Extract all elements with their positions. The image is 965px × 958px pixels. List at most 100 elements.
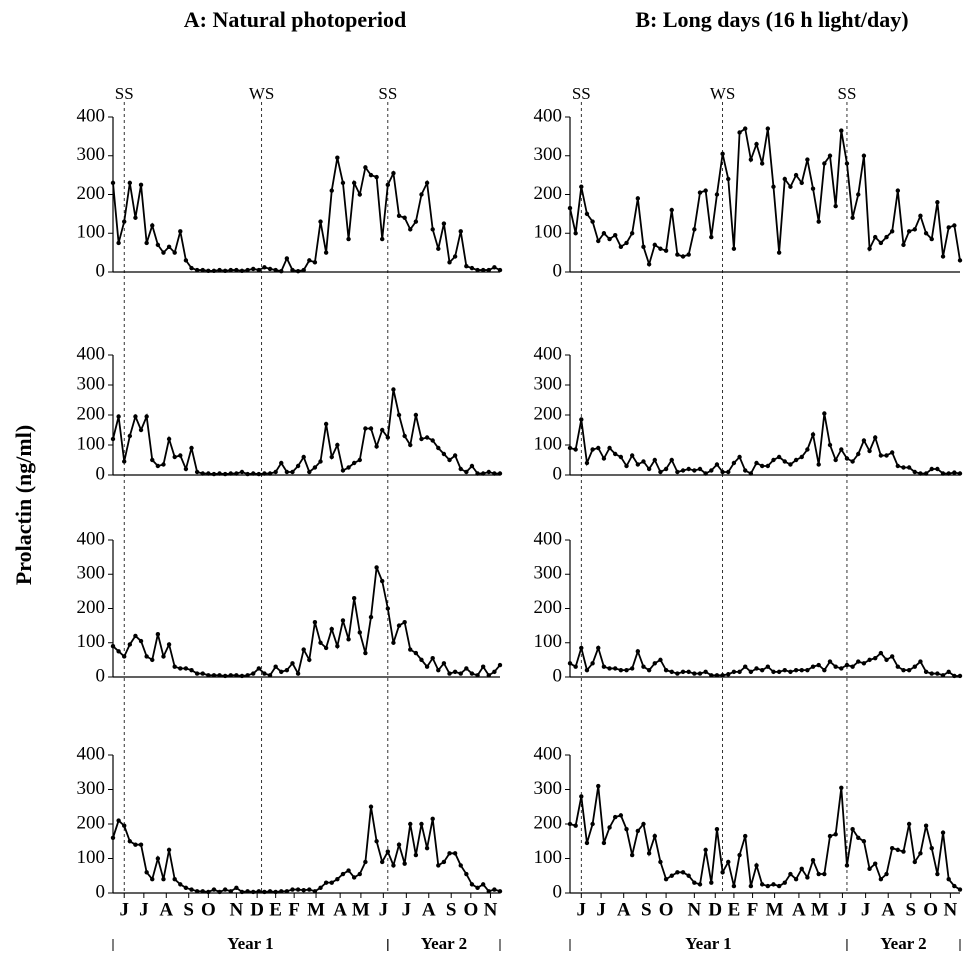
x-tick-label: O	[923, 899, 938, 920]
x-tick-label: O	[659, 899, 674, 920]
data-point	[658, 859, 663, 865]
data-point	[267, 673, 273, 678]
data-point	[613, 666, 618, 671]
data-point	[228, 267, 233, 273]
data-point	[731, 883, 737, 889]
data-point	[385, 435, 391, 440]
data-point	[844, 456, 850, 461]
x-tick-label: O	[201, 899, 216, 920]
data-point	[697, 466, 703, 472]
data-point	[646, 667, 652, 673]
data-point	[878, 453, 884, 458]
data-point	[641, 664, 646, 669]
data-point	[839, 128, 844, 133]
data-point	[663, 667, 669, 673]
data-point	[940, 830, 946, 835]
data-point	[714, 192, 720, 197]
data-point	[743, 126, 748, 131]
y-tick-label: 300	[77, 778, 106, 799]
data-point	[793, 877, 799, 882]
data-point	[200, 889, 205, 894]
data-point	[646, 851, 652, 856]
data-point	[754, 863, 759, 868]
data-point	[686, 669, 691, 675]
data-point	[822, 411, 827, 416]
data-point	[799, 866, 804, 872]
data-point	[301, 267, 306, 273]
x-tick-label: F	[288, 899, 300, 920]
x-tick-label: A	[159, 899, 173, 920]
data-point	[946, 471, 951, 476]
data-point	[873, 861, 878, 866]
data-point	[363, 859, 368, 865]
data-point	[178, 666, 183, 671]
data-point	[396, 623, 402, 628]
data-point	[256, 267, 262, 273]
data-point	[935, 200, 940, 205]
data-point	[262, 889, 267, 895]
data-point	[873, 234, 878, 240]
y-tick-label: 400	[77, 528, 106, 549]
data-point	[884, 657, 889, 663]
y-tick-label: 200	[77, 812, 106, 833]
data-point	[161, 462, 166, 467]
data-point	[469, 671, 475, 676]
data-point	[658, 246, 663, 251]
data-point	[669, 207, 674, 213]
x-tick-label: J	[119, 899, 129, 920]
y-tick-label: 100	[77, 433, 106, 454]
x-tick-label: S	[183, 899, 194, 920]
data-point	[245, 889, 250, 894]
data-point	[150, 657, 155, 663]
x-tick-label: N	[230, 899, 244, 920]
data-point	[486, 673, 491, 678]
data-point	[262, 471, 267, 476]
data-point	[178, 229, 183, 234]
data-point	[486, 469, 491, 475]
period-label: Year 2	[880, 934, 926, 953]
data-point	[810, 664, 816, 669]
data-point	[748, 157, 754, 162]
data-point	[340, 180, 346, 186]
x-tick-label: A	[792, 899, 806, 920]
y-tick-label: 0	[96, 881, 106, 902]
data-point	[822, 667, 827, 673]
data-point	[579, 184, 584, 189]
data-point	[335, 155, 340, 160]
data-point	[295, 463, 301, 469]
data-point	[380, 236, 385, 242]
data-point	[833, 664, 838, 669]
y-tick-label: 100	[534, 847, 563, 868]
y-tick-label: 400	[77, 343, 106, 364]
data-point	[940, 471, 946, 476]
data-point	[743, 833, 748, 839]
data-point	[805, 157, 810, 162]
data-point	[307, 258, 312, 263]
data-point	[929, 466, 934, 472]
data-point	[567, 661, 573, 666]
data-point	[816, 662, 821, 668]
data-point	[686, 873, 691, 878]
x-tick-label: S	[906, 899, 917, 920]
data-point	[901, 242, 906, 248]
data-point	[856, 451, 861, 457]
data-point	[901, 849, 906, 854]
data-point	[222, 673, 228, 679]
data-point	[492, 669, 497, 675]
y-tick-label: 300	[534, 373, 563, 394]
data-point	[624, 463, 629, 469]
data-point	[709, 468, 714, 473]
data-point	[867, 866, 872, 872]
data-point	[675, 469, 680, 475]
data-point	[833, 457, 838, 463]
series-line	[569, 413, 961, 475]
data-point	[805, 875, 810, 880]
data-point	[844, 863, 850, 868]
y-tick-label: 200	[534, 183, 563, 204]
data-point	[318, 640, 323, 645]
data-point	[155, 463, 161, 469]
data-point	[940, 254, 946, 259]
data-point	[122, 823, 127, 828]
data-point	[765, 664, 771, 669]
data-point	[584, 667, 590, 673]
